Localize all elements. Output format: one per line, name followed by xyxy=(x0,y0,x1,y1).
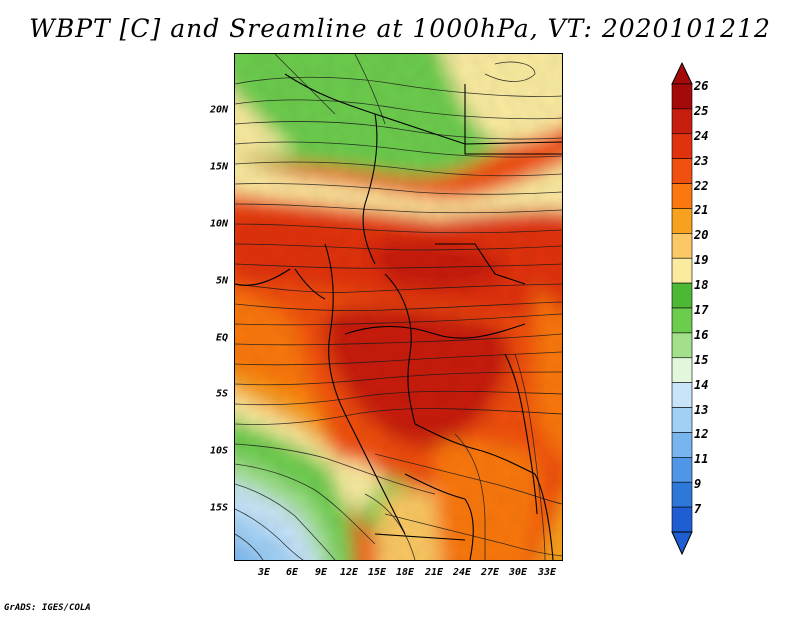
colorbar-swatch xyxy=(671,481,693,508)
colorbar-swatch xyxy=(671,158,693,184)
colorbar-label: 14 xyxy=(694,377,709,392)
lon-label-9e: 9E xyxy=(314,567,328,578)
lat-label-10n: 10N xyxy=(209,218,228,230)
colorbar-swatch xyxy=(671,432,693,458)
colorbar-label: 15 xyxy=(694,352,709,367)
colorbar-swatch xyxy=(671,83,693,110)
colorbar-label: 17 xyxy=(694,303,709,317)
lon-label-18e: 18E xyxy=(395,567,415,578)
colorbar-swatch xyxy=(671,332,693,359)
colorbar-label: 26 xyxy=(694,79,709,93)
colorbar-swatch xyxy=(671,357,693,383)
lon-label-33e: 33E xyxy=(537,567,557,578)
colorbar-swatch xyxy=(671,108,693,135)
lat-label-10s: 10S xyxy=(209,445,228,457)
colorbar-swatch xyxy=(671,457,693,483)
map-title: WBPT [C] and Sreamline at 1000hPa, VT: 2… xyxy=(29,14,771,43)
colorbar-label: 22 xyxy=(694,178,709,193)
lat-label-20n: 20N xyxy=(209,104,228,116)
lon-label-21e: 21E xyxy=(424,567,444,578)
colorbar-label: 11 xyxy=(694,452,709,467)
colorbar-swatch xyxy=(671,382,693,408)
colorbar-label: 9 xyxy=(694,477,702,492)
lon-label-15e: 15E xyxy=(367,567,387,578)
colorbar-label: 21 xyxy=(694,203,709,218)
colorbar-label: 23 xyxy=(694,153,709,168)
colorbar-swatch xyxy=(671,233,693,259)
grads-credit: GrADS: IGES/COLA xyxy=(4,603,91,613)
lat-label-5s: 5S xyxy=(215,388,228,400)
colorbar-swatch xyxy=(671,257,693,284)
colorbar-label: 18 xyxy=(694,278,709,293)
lat-label-15n: 15N xyxy=(209,161,228,173)
lon-label-27e: 27E xyxy=(480,567,500,578)
colorbar-swatch xyxy=(671,282,693,309)
lon-label-30e: 30E xyxy=(508,567,528,578)
colorbar-swatch xyxy=(671,506,693,533)
colorbar-min-arrow xyxy=(671,531,693,556)
lat-label-15s: 15S xyxy=(209,502,228,514)
colorbar-label: 16 xyxy=(694,327,709,342)
colorbar-label: 25 xyxy=(694,103,709,118)
colorbar-label: 7 xyxy=(694,502,702,517)
lon-label-12e: 12E xyxy=(339,567,359,578)
lon-label-3e: 3E xyxy=(257,567,271,578)
colorbar-swatch xyxy=(671,307,693,334)
lat-label-eq: EQ xyxy=(215,332,228,344)
lon-label-24e: 24E xyxy=(452,567,472,578)
map-panel xyxy=(234,53,563,561)
colorbar-label: 20 xyxy=(694,228,709,243)
colorbar-swatch xyxy=(671,208,693,234)
colorbar-max-arrow xyxy=(671,61,693,85)
colorbar-swatch xyxy=(671,133,693,159)
country-borders xyxy=(235,73,562,560)
colorbar-swatch xyxy=(671,407,693,433)
wbpt-field xyxy=(235,54,562,560)
colorbar-swatch xyxy=(671,183,693,209)
colorbar-label: 19 xyxy=(694,253,709,268)
colorbar-label: 24 xyxy=(694,128,709,143)
colorbar-label: 13 xyxy=(694,402,709,417)
lon-label-6e: 6E xyxy=(285,567,299,578)
lat-label-5n: 5N xyxy=(215,275,228,287)
colorbar-label: 12 xyxy=(694,427,709,442)
colorbar xyxy=(671,61,693,556)
